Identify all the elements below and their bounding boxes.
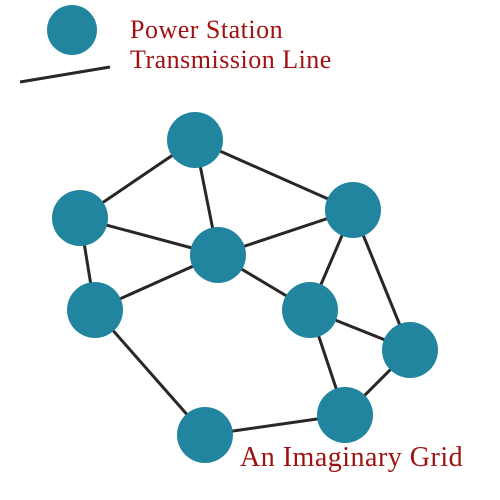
power-station-node <box>317 387 373 443</box>
power-station-node <box>190 227 246 283</box>
legend-node-label: Power Station <box>130 15 283 45</box>
power-station-node <box>177 407 233 463</box>
power-station-node <box>67 282 123 338</box>
power-station-node <box>167 112 223 168</box>
grid-diagram <box>0 0 500 500</box>
diagram-caption: An Imaginary Grid <box>240 442 463 474</box>
legend: Power Station Transmission Line <box>45 15 332 75</box>
power-station-node <box>282 282 338 338</box>
legend-edge-label: Transmission Line <box>130 45 332 75</box>
power-station-node <box>382 322 438 378</box>
power-station-node <box>52 190 108 246</box>
power-station-node <box>325 182 381 238</box>
